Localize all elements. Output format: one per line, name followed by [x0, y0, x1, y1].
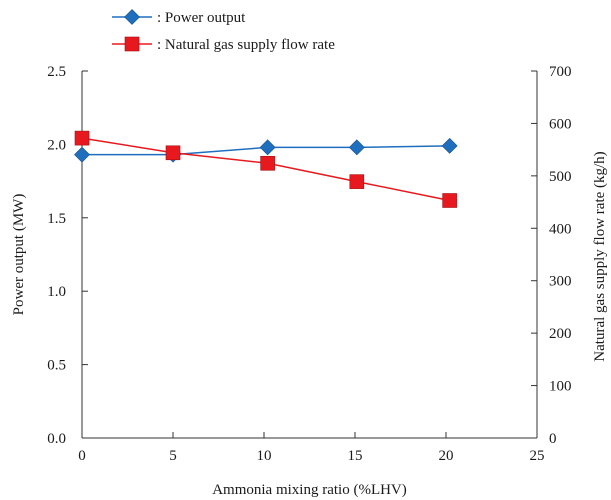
y-right-tick-label: 300	[549, 274, 572, 290]
data-point-power-output	[74, 146, 90, 163]
legend-label-2: : Natural gas supply flow rate	[157, 37, 335, 53]
y-left-tick-label: 2.5	[47, 64, 66, 80]
y-left-tick-label: 0.5	[47, 358, 66, 374]
x-tick-label: 25	[530, 448, 545, 464]
y-right-tick-label: 400	[549, 221, 572, 237]
data-point-power-output	[441, 137, 458, 154]
legend-marker-square	[124, 36, 140, 52]
x-tick-label: 15	[348, 448, 363, 464]
y-right-tick-label: 500	[549, 169, 572, 185]
x-tick-label: 0	[78, 448, 86, 464]
x-tick-label: 5	[169, 448, 177, 464]
y-axis-right-title: Natural gas supply flow rate (kg/h)	[592, 151, 608, 361]
x-tick-label: 20	[439, 448, 454, 464]
y-right-tick-label: 200	[549, 326, 572, 342]
legend-marker-diamond	[124, 9, 140, 25]
y-right-tick-label: 600	[549, 116, 572, 132]
y-right-tick-label: 0	[549, 431, 557, 447]
data-point-gas-flow-rate	[165, 145, 181, 161]
data-point-gas-flow-rate	[442, 193, 457, 208]
plot-series	[74, 130, 458, 208]
y-axis-left-title: Power output (MW)	[11, 194, 27, 316]
plot-axes: 0 5 10 15 20 25 0.0 0.5 1.0 1.5 2.0 2.5 0 100 200 300 40…	[11, 64, 608, 498]
legend-label-1: : Power output	[157, 10, 246, 26]
x-tick-label: 10	[257, 448, 272, 464]
y-left-tick-label: 0.0	[47, 431, 66, 447]
data-point-gas-flow-rate	[349, 174, 365, 189]
x-axis-title: Ammonia mixing ratio (%LHV)	[212, 482, 407, 498]
y-left-tick-label: 1.0	[47, 284, 66, 300]
data-point-gas-flow-rate	[260, 155, 275, 171]
data-point-gas-flow-rate	[74, 130, 90, 146]
y-right-tick-label: 100	[549, 379, 572, 395]
data-point-power-output	[348, 139, 365, 156]
y-left-tick-label: 2.0	[47, 137, 66, 153]
y-left-tick-label: 1.5	[47, 211, 66, 227]
legend: : Power output : Natural gas supply flow …	[112, 9, 335, 53]
y-right-tick-label: 700	[549, 64, 572, 80]
data-point-power-output	[259, 139, 276, 156]
